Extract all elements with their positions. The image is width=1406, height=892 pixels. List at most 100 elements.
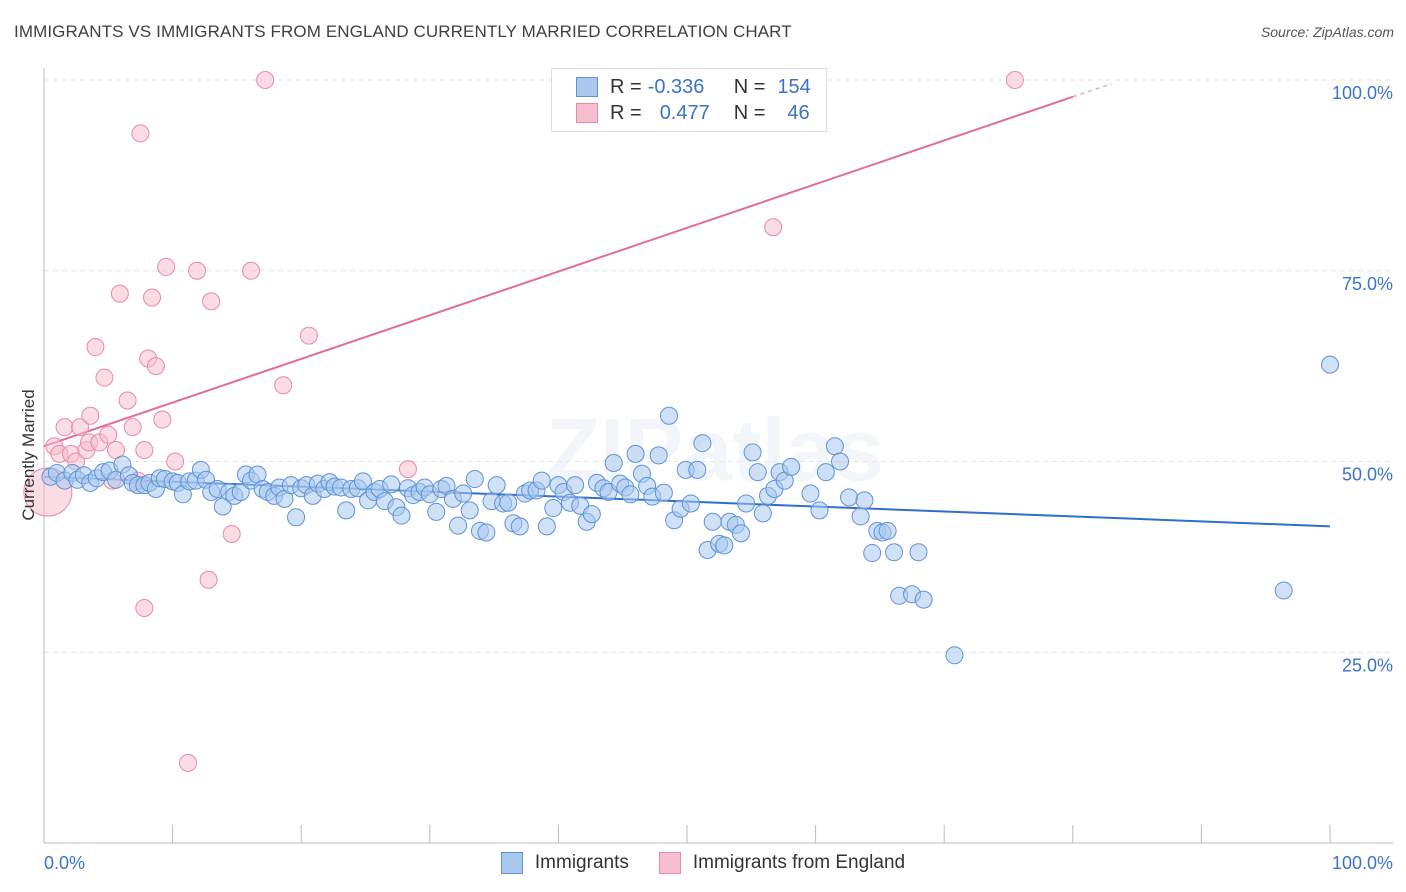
source-label: Source: ZipAtlas.com	[1260, 24, 1394, 40]
series-legend: Immigrants Immigrants from England	[0, 852, 1406, 874]
point-immigrants	[737, 494, 756, 513]
point-england	[398, 460, 417, 479]
point-immigrants	[840, 488, 859, 507]
point-immigrants	[1274, 581, 1293, 600]
point-immigrants	[499, 493, 518, 512]
y-axis-label: Currently Married	[19, 389, 38, 520]
point-england	[153, 410, 172, 429]
point-immigrants	[831, 452, 850, 471]
legend-item-immigrants[interactable]: Immigrants	[500, 852, 629, 874]
point-england	[256, 71, 275, 89]
point-immigrants	[454, 484, 473, 503]
point-england	[188, 261, 207, 280]
axis-labels: 25.0% 50.0% 75.0% 100.0% 0.0% 100.0% Currently…	[19, 83, 1393, 873]
point-england	[81, 406, 100, 425]
series-immigrants	[41, 355, 1339, 665]
point-england	[146, 357, 165, 376]
trendline-england-extension	[1072, 83, 1112, 98]
point-immigrants	[465, 470, 484, 489]
point-england	[110, 284, 129, 303]
point-england	[143, 288, 162, 307]
point-england	[299, 326, 318, 345]
y-tick-label: 100.0%	[1332, 83, 1393, 103]
point-immigrants	[909, 543, 928, 562]
point-england	[123, 418, 142, 437]
point-immigrants	[885, 543, 904, 562]
r-label: R =	[610, 75, 642, 98]
point-immigrants	[878, 521, 897, 540]
legend-row-immigrants: R = -0.336 N = 154	[576, 74, 811, 100]
point-immigrants	[855, 491, 874, 510]
chart-title: IMMIGRANTS VS IMMIGRANTS FROM ENGLAND CU…	[14, 22, 792, 41]
n-label: N =	[733, 75, 766, 98]
point-immigrants	[566, 476, 585, 495]
point-immigrants	[532, 471, 551, 490]
point-immigrants	[659, 406, 678, 425]
point-england	[95, 368, 114, 387]
point-immigrants	[945, 646, 964, 665]
n-value: 46	[787, 101, 810, 124]
point-immigrants	[287, 508, 306, 527]
point-england	[135, 441, 154, 460]
r-value: 0.477	[659, 101, 710, 124]
legend-item-england[interactable]: Immigrants from England	[658, 852, 906, 874]
point-immigrants	[1321, 355, 1339, 374]
point-immigrants	[353, 472, 372, 491]
point-immigrants	[477, 523, 496, 542]
point-immigrants	[748, 463, 767, 482]
point-england	[222, 524, 241, 543]
point-england	[55, 418, 74, 437]
legend-label: Immigrants from England	[692, 852, 906, 873]
axes	[43, 68, 1393, 844]
point-england	[242, 261, 261, 280]
x-tick-label: 100.0%	[1332, 853, 1393, 873]
legend-swatch-blue	[576, 77, 598, 97]
legend-swatch-pink	[576, 103, 598, 123]
point-immigrants	[231, 483, 250, 502]
point-immigrants	[604, 454, 623, 473]
y-tick-label: 25.0%	[1342, 655, 1393, 675]
point-england	[199, 570, 218, 589]
point-immigrants	[810, 501, 829, 520]
point-immigrants	[537, 517, 556, 536]
point-england	[86, 338, 105, 357]
point-immigrants	[649, 446, 668, 465]
y-tick-label: 50.0%	[1342, 465, 1393, 485]
point-immigrants	[382, 475, 401, 494]
grid-lines	[44, 79, 1393, 653]
point-immigrants	[688, 460, 707, 479]
point-immigrants	[816, 463, 835, 482]
n-value: 154	[777, 75, 811, 98]
point-immigrants	[703, 512, 722, 531]
correlation-legend: R = -0.336 N = 154 R = 0.477 N = 46	[551, 68, 827, 132]
point-england	[764, 218, 783, 237]
point-immigrants	[427, 502, 446, 521]
point-england	[179, 753, 198, 772]
point-immigrants	[863, 544, 882, 563]
point-england	[118, 391, 137, 410]
point-england	[131, 124, 150, 143]
legend-swatch-pink	[658, 852, 681, 874]
point-immigrants	[337, 501, 356, 520]
point-immigrants	[449, 516, 468, 535]
point-immigrants	[782, 457, 801, 476]
point-immigrants	[914, 590, 933, 609]
legend-row-england: R = 0.477 N = 46	[576, 100, 810, 126]
point-england	[157, 257, 176, 276]
n-label: N =	[733, 101, 766, 124]
point-england	[99, 425, 118, 444]
point-immigrants	[460, 501, 479, 520]
point-immigrants	[732, 524, 751, 543]
point-england	[1005, 71, 1024, 89]
legend-swatch-blue	[500, 852, 523, 874]
point-england	[135, 598, 154, 617]
trendline-england	[43, 95, 1074, 448]
point-england	[274, 376, 293, 395]
point-immigrants	[626, 444, 645, 463]
point-immigrants	[715, 536, 734, 555]
point-immigrants	[681, 494, 700, 513]
point-immigrants	[825, 437, 844, 456]
point-immigrants	[654, 483, 673, 502]
point-england	[71, 418, 90, 437]
point-immigrants	[693, 434, 712, 453]
